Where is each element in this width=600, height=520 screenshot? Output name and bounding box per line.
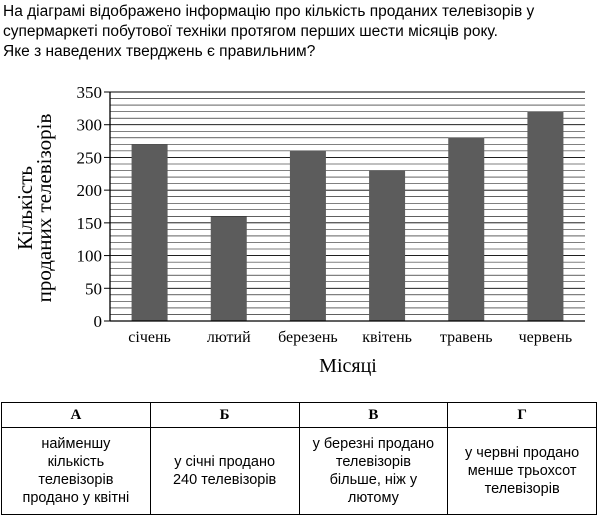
option-a-line: телевізорів — [38, 472, 114, 488]
option-d-header: Г — [447, 402, 597, 428]
x-axis-label: Місяці — [319, 355, 377, 377]
option-d-line: менше трьохсот — [467, 463, 577, 479]
y-tick-label: 250 — [77, 148, 103, 167]
option-a[interactable]: найменшу кількість телевізорів продано у… — [1, 427, 151, 515]
option-c-line: у березні продано — [312, 436, 435, 452]
x-tick-label: червень — [519, 329, 573, 346]
bars — [131, 111, 564, 321]
y-tick-label: 0 — [94, 312, 103, 331]
grid-lines — [110, 91, 585, 315]
y-axis-label-line-2: проданих телевізорів — [32, 114, 56, 303]
option-c-line: телевізорів — [335, 454, 411, 470]
question-line: На діаграмі відображено інформацію про к… — [3, 3, 535, 20]
y-tick-label: 300 — [77, 116, 103, 135]
answer-table: А Б В Г найменшу кількість телевізорів п… — [1, 402, 597, 515]
bar-червень — [527, 111, 564, 321]
bar-лютий — [210, 216, 247, 321]
bar-березень — [289, 150, 326, 321]
option-c[interactable]: у березні продано телевізорів більше, ні… — [298, 427, 449, 515]
answer-header-row: А Б В Г — [1, 402, 597, 428]
option-b-line: 240 телевізорів — [172, 472, 277, 488]
bar-квітень — [369, 170, 406, 321]
bar-січень — [131, 144, 168, 321]
option-b-line: у січні продано — [174, 454, 276, 470]
option-b-header: Б — [149, 402, 300, 428]
option-a-line: продано у квітні — [22, 490, 130, 506]
question-line: Яке з наведених тверджень є правильним? — [3, 43, 316, 60]
x-tick-label: травень — [440, 329, 493, 346]
question-line: супермаркеті побутової техніки протягом … — [3, 23, 498, 40]
tick-labels: 0 50 100 150 200 250 300 350 січень лютий березень… — [77, 83, 573, 346]
x-tick-label: квітень — [362, 329, 412, 346]
option-b[interactable]: у січні продано 240 телевізорів — [149, 427, 300, 515]
question-text: На діаграмі відображено інформацію про к… — [3, 2, 597, 62]
y-tick-label: 50 — [85, 279, 102, 298]
option-d[interactable]: у червні продано менше трьохсот телевізо… — [447, 427, 597, 515]
option-c-line: лютому — [347, 490, 399, 506]
y-tick-label: 200 — [77, 181, 103, 200]
bar-травень — [448, 137, 485, 321]
x-tick-label: лютий — [207, 329, 251, 346]
option-a-header: А — [1, 402, 151, 428]
option-a-line: найменшу — [41, 436, 111, 452]
bar-chart: 0 50 100 150 200 250 300 350 січень лютий березень… — [13, 83, 585, 377]
option-d-line: у червні продано — [465, 445, 580, 461]
y-axis-label-line-1: Кількість — [13, 166, 37, 250]
option-c-line: більше, ніж у — [329, 472, 418, 488]
answer-options-row: найменшу кількість телевізорів продано у… — [1, 427, 597, 515]
axes — [104, 91, 585, 322]
option-a-line: кількість — [47, 454, 105, 470]
option-d-line: телевізорів — [484, 481, 560, 497]
option-c-header: В — [298, 402, 449, 428]
x-tick-label: січень — [128, 329, 171, 346]
y-tick-label: 100 — [77, 247, 103, 266]
x-tick-label: березень — [278, 329, 338, 346]
y-tick-label: 350 — [77, 83, 103, 102]
y-tick-label: 150 — [77, 214, 103, 233]
